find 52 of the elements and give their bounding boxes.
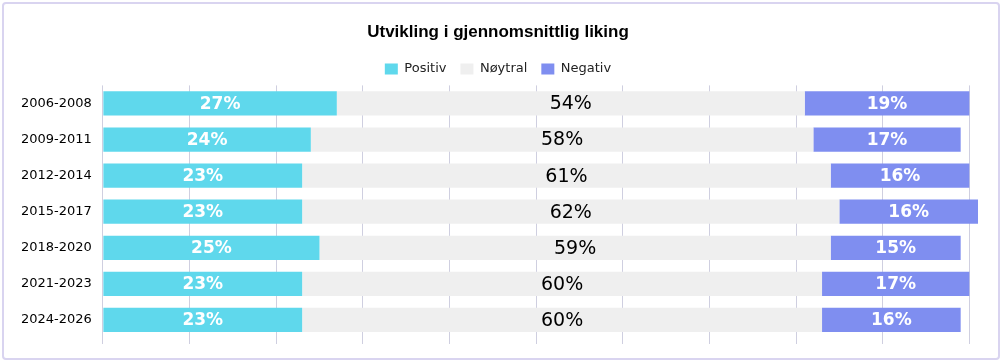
data-label: 61%	[545, 163, 588, 186]
bar	[822, 307, 961, 333]
bar	[839, 199, 978, 224]
bar	[319, 235, 831, 260]
chart-title: Utvikling i gjennomsnittlig liking	[367, 21, 629, 41]
bar	[103, 271, 303, 296]
bar	[302, 199, 840, 224]
bar	[103, 307, 303, 333]
y-tick-label: 2009-2011	[21, 130, 92, 146]
y-tick-label: 2021-2023	[21, 275, 92, 291]
bar	[830, 163, 970, 188]
data-label: 19%	[866, 92, 908, 113]
data-label: 62%	[549, 199, 592, 222]
y-tick-label: 2012-2014	[21, 166, 92, 182]
data-label: 16%	[879, 165, 921, 186]
bar	[804, 91, 970, 116]
bar	[103, 235, 320, 260]
y-tick-label: 2006-2008	[21, 94, 92, 110]
data-label: 17%	[866, 128, 908, 149]
bar	[103, 91, 337, 116]
bar	[103, 163, 303, 188]
bar	[336, 91, 805, 116]
y-tick-label: 2024-2026	[21, 311, 92, 327]
data-label: 17%	[875, 273, 917, 294]
data-label: 16%	[871, 309, 912, 330]
bar	[813, 127, 961, 152]
data-label: 27%	[199, 92, 241, 113]
data-label: 25%	[191, 237, 232, 258]
data-label: 24%	[186, 128, 228, 149]
bar	[822, 271, 970, 296]
data-label: 23%	[182, 165, 224, 186]
bar	[302, 307, 823, 333]
data-label: 15%	[875, 237, 917, 258]
bar	[103, 199, 303, 224]
data-label: 23%	[182, 201, 224, 222]
data-label: 58%	[540, 127, 584, 150]
legend-label: Positiv	[404, 60, 447, 76]
bar	[302, 271, 823, 296]
data-label: 23%	[182, 273, 224, 294]
bar	[103, 127, 311, 152]
y-tick-label: 2015-2017	[21, 203, 92, 219]
data-label: 54%	[549, 91, 592, 114]
bar	[302, 163, 831, 188]
legend-label: Nøytral	[479, 60, 528, 76]
legend-label: Negativ	[560, 60, 612, 76]
bar	[310, 127, 814, 152]
data-label: 60%	[540, 307, 584, 330]
data-label: 59%	[553, 235, 597, 258]
data-label: 16%	[888, 201, 930, 222]
y-tick-label: 2018-2020	[21, 239, 92, 255]
data-label: 23%	[182, 309, 224, 330]
data-label: 60%	[540, 271, 584, 294]
